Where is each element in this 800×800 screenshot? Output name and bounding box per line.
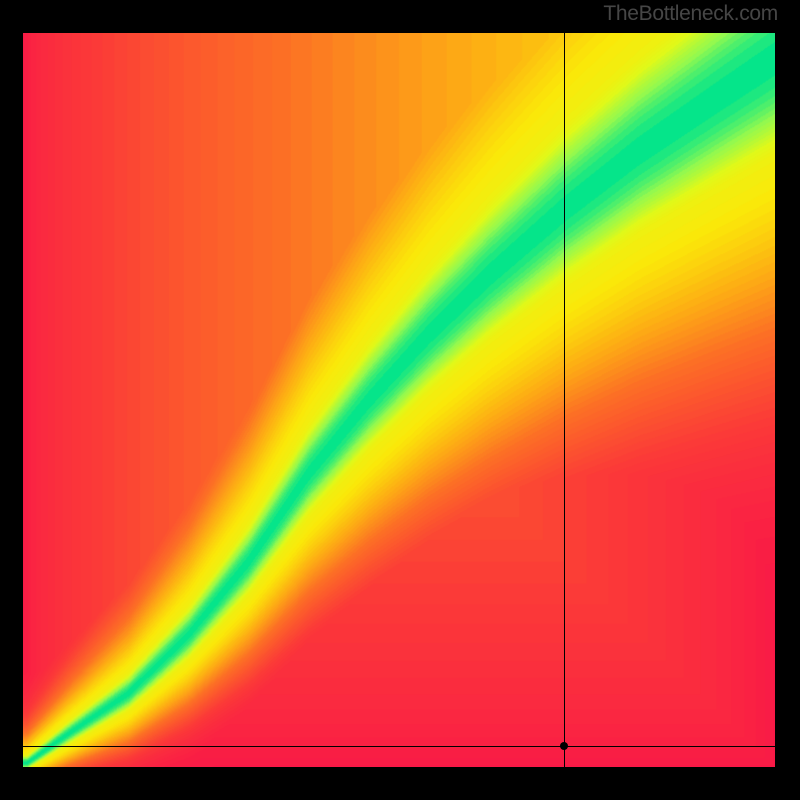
crosshair-vertical: [564, 33, 565, 767]
crosshair-overlay: [23, 33, 775, 767]
chart-container: TheBottleneck.com: [0, 0, 800, 800]
crosshair-horizontal: [23, 746, 775, 747]
plot-frame: [20, 30, 778, 770]
watermark-text: TheBottleneck.com: [603, 2, 778, 26]
marker-dot: [560, 742, 568, 750]
